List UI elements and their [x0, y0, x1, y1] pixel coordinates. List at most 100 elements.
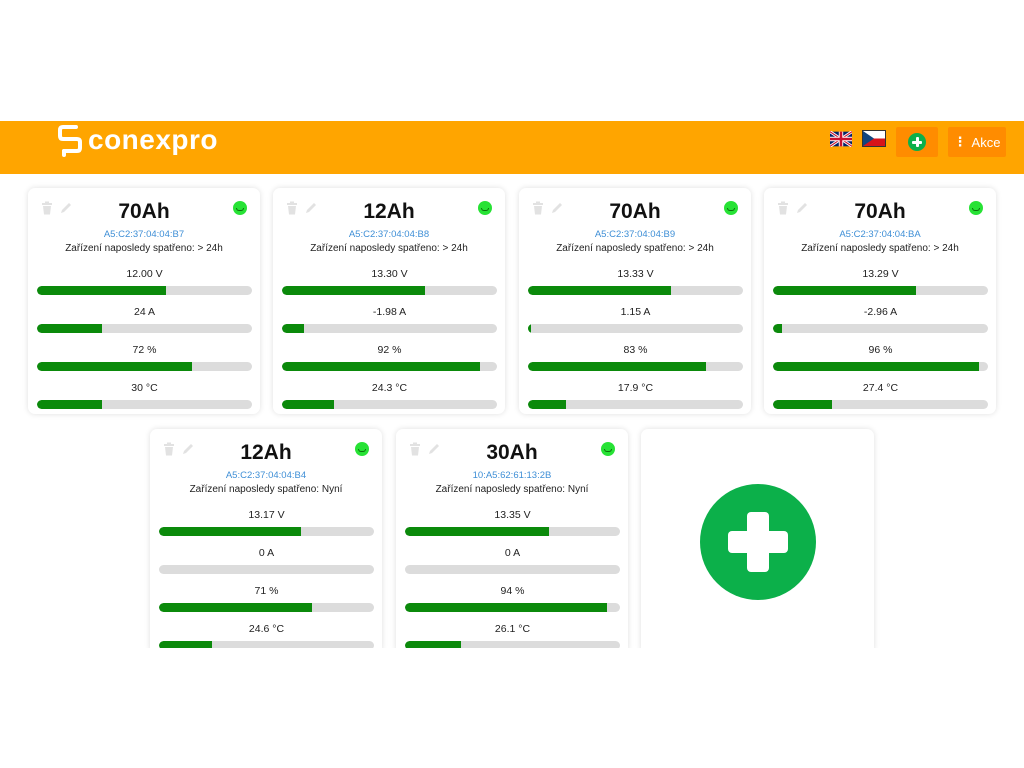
card-actions: [40, 201, 73, 220]
current-bar-fill: [37, 324, 102, 333]
voltage-bar-track: [159, 527, 374, 536]
actions-button[interactable]: ⋮ Akce: [948, 127, 1006, 157]
charge-bar-fill: [773, 362, 980, 371]
pencil-icon[interactable]: [59, 201, 73, 220]
metric-current: -2.96 A: [773, 305, 988, 333]
pencil-icon[interactable]: [181, 442, 195, 461]
status-smiley-icon: [355, 442, 369, 456]
voltage-value: 13.33 V: [617, 268, 654, 280]
temperature-bar-track: [405, 641, 620, 650]
current-bar-track: [528, 324, 743, 333]
device-mac-link[interactable]: A5:C2:37:04:04:B8: [348, 229, 430, 240]
status-smiley-icon: [478, 201, 492, 215]
status-smiley-icon: [724, 201, 738, 215]
card-actions: [162, 442, 195, 461]
charge-bar-track: [159, 603, 374, 612]
device-mac-link[interactable]: A5:C2:37:04:04:B7: [103, 229, 185, 240]
temperature-bar-track: [159, 641, 374, 650]
voltage-bar-fill: [159, 527, 301, 536]
trash-icon[interactable]: [162, 442, 176, 461]
top-bar: conexpro ⋮ Akce: [0, 121, 1024, 174]
charge-bar-track: [37, 362, 252, 371]
metric-temperature: 24.6 °C: [159, 622, 374, 650]
trash-icon[interactable]: [776, 201, 790, 220]
battery-capacity: 12Ah: [363, 200, 415, 223]
card-actions: [531, 201, 564, 220]
temperature-bar-track: [773, 400, 988, 409]
viewport-bottom: [0, 648, 1024, 768]
pencil-icon[interactable]: [795, 201, 809, 220]
voltage-bar-track: [405, 527, 620, 536]
trash-icon[interactable]: [408, 442, 422, 461]
battery-card: 70Ah A5:C2:37:04:04:B7 Zařízení naposledy …: [28, 188, 260, 414]
charge-bar-fill: [405, 603, 608, 612]
metric-voltage: 13.30 V: [282, 267, 497, 295]
temperature-bar-fill: [405, 641, 462, 650]
metric-charge: 71 %: [159, 584, 374, 612]
add-device-plus-icon[interactable]: [700, 484, 816, 600]
battery-capacity: 70Ah: [609, 200, 661, 223]
charge-value: 92 %: [377, 344, 402, 356]
device-mac-link[interactable]: A5:C2:37:04:04:B4: [225, 470, 307, 481]
charge-value: 71 %: [254, 585, 279, 597]
temperature-value: 27.4 °C: [862, 382, 899, 394]
metric-current: 0 A: [405, 546, 620, 574]
pencil-icon[interactable]: [304, 201, 318, 220]
device-mac-link[interactable]: 10:A5:62:61:13:2B: [472, 470, 552, 481]
battery-capacity: 30Ah: [486, 441, 538, 464]
battery-card: 12Ah A5:C2:37:04:04:B8 Zařízení naposledy …: [273, 188, 505, 414]
current-value: 24 A: [133, 306, 156, 318]
voltage-bar-track: [528, 286, 743, 295]
metric-charge: 96 %: [773, 343, 988, 371]
temperature-value: 17.9 °C: [617, 382, 654, 394]
last-seen-text: Zařízení naposledy spatřeno: Nyní: [189, 484, 343, 495]
add-device-card[interactable]: [641, 429, 874, 655]
battery-capacity: 70Ah: [118, 200, 170, 223]
current-bar-track: [405, 565, 620, 574]
battery-card: 70Ah A5:C2:37:04:04:BA Zařízení naposledy …: [764, 188, 996, 414]
trash-icon[interactable]: [531, 201, 545, 220]
charge-bar-fill: [282, 362, 480, 371]
status-smiley-icon: [601, 442, 615, 456]
metric-voltage: 13.35 V: [405, 508, 620, 536]
trash-icon[interactable]: [40, 201, 54, 220]
voltage-value: 13.17 V: [248, 509, 285, 521]
voltage-bar-fill: [528, 286, 672, 295]
card-actions: [285, 201, 318, 220]
temperature-bar-track: [37, 400, 252, 409]
device-mac-link[interactable]: A5:C2:37:04:04:BA: [839, 229, 921, 240]
current-value: 0 A: [504, 547, 521, 559]
card-actions: [776, 201, 809, 220]
charge-bar-track: [528, 362, 743, 371]
last-seen-text: Zařízení naposledy spatřeno: > 24h: [801, 243, 959, 254]
brand-logo[interactable]: conexpro: [58, 121, 218, 159]
voltage-bar-fill: [37, 286, 166, 295]
voltage-bar-track: [773, 286, 988, 295]
metric-temperature: 27.4 °C: [773, 381, 988, 409]
metric-current: -1.98 A: [282, 305, 497, 333]
current-bar-track: [773, 324, 988, 333]
uk-flag-icon[interactable]: [830, 131, 852, 147]
kebab-menu-icon: ⋮: [953, 134, 967, 149]
battery-card: 12Ah A5:C2:37:04:04:B4 Zařízení naposledy …: [150, 429, 382, 655]
pencil-icon[interactable]: [427, 442, 441, 461]
current-bar-fill: [528, 324, 532, 333]
battery-capacity: 12Ah: [240, 441, 292, 464]
czech-flag-icon[interactable]: [862, 130, 886, 147]
trash-icon[interactable]: [285, 201, 299, 220]
metric-voltage: 13.33 V: [528, 267, 743, 295]
plus-icon: [908, 133, 926, 151]
metric-charge: 92 %: [282, 343, 497, 371]
current-bar-fill: [282, 324, 304, 333]
device-mac-link[interactable]: A5:C2:37:04:04:B9: [594, 229, 676, 240]
temperature-bar-fill: [282, 400, 335, 409]
metric-voltage: 13.17 V: [159, 508, 374, 536]
pencil-icon[interactable]: [550, 201, 564, 220]
battery-capacity: 70Ah: [854, 200, 906, 223]
metric-current: 24 A: [37, 305, 252, 333]
temperature-value: 24.3 °C: [371, 382, 408, 394]
temperature-bar-fill: [773, 400, 832, 409]
add-device-button[interactable]: [896, 127, 938, 157]
status-smiley-icon: [969, 201, 983, 215]
voltage-value: 13.35 V: [494, 509, 531, 521]
